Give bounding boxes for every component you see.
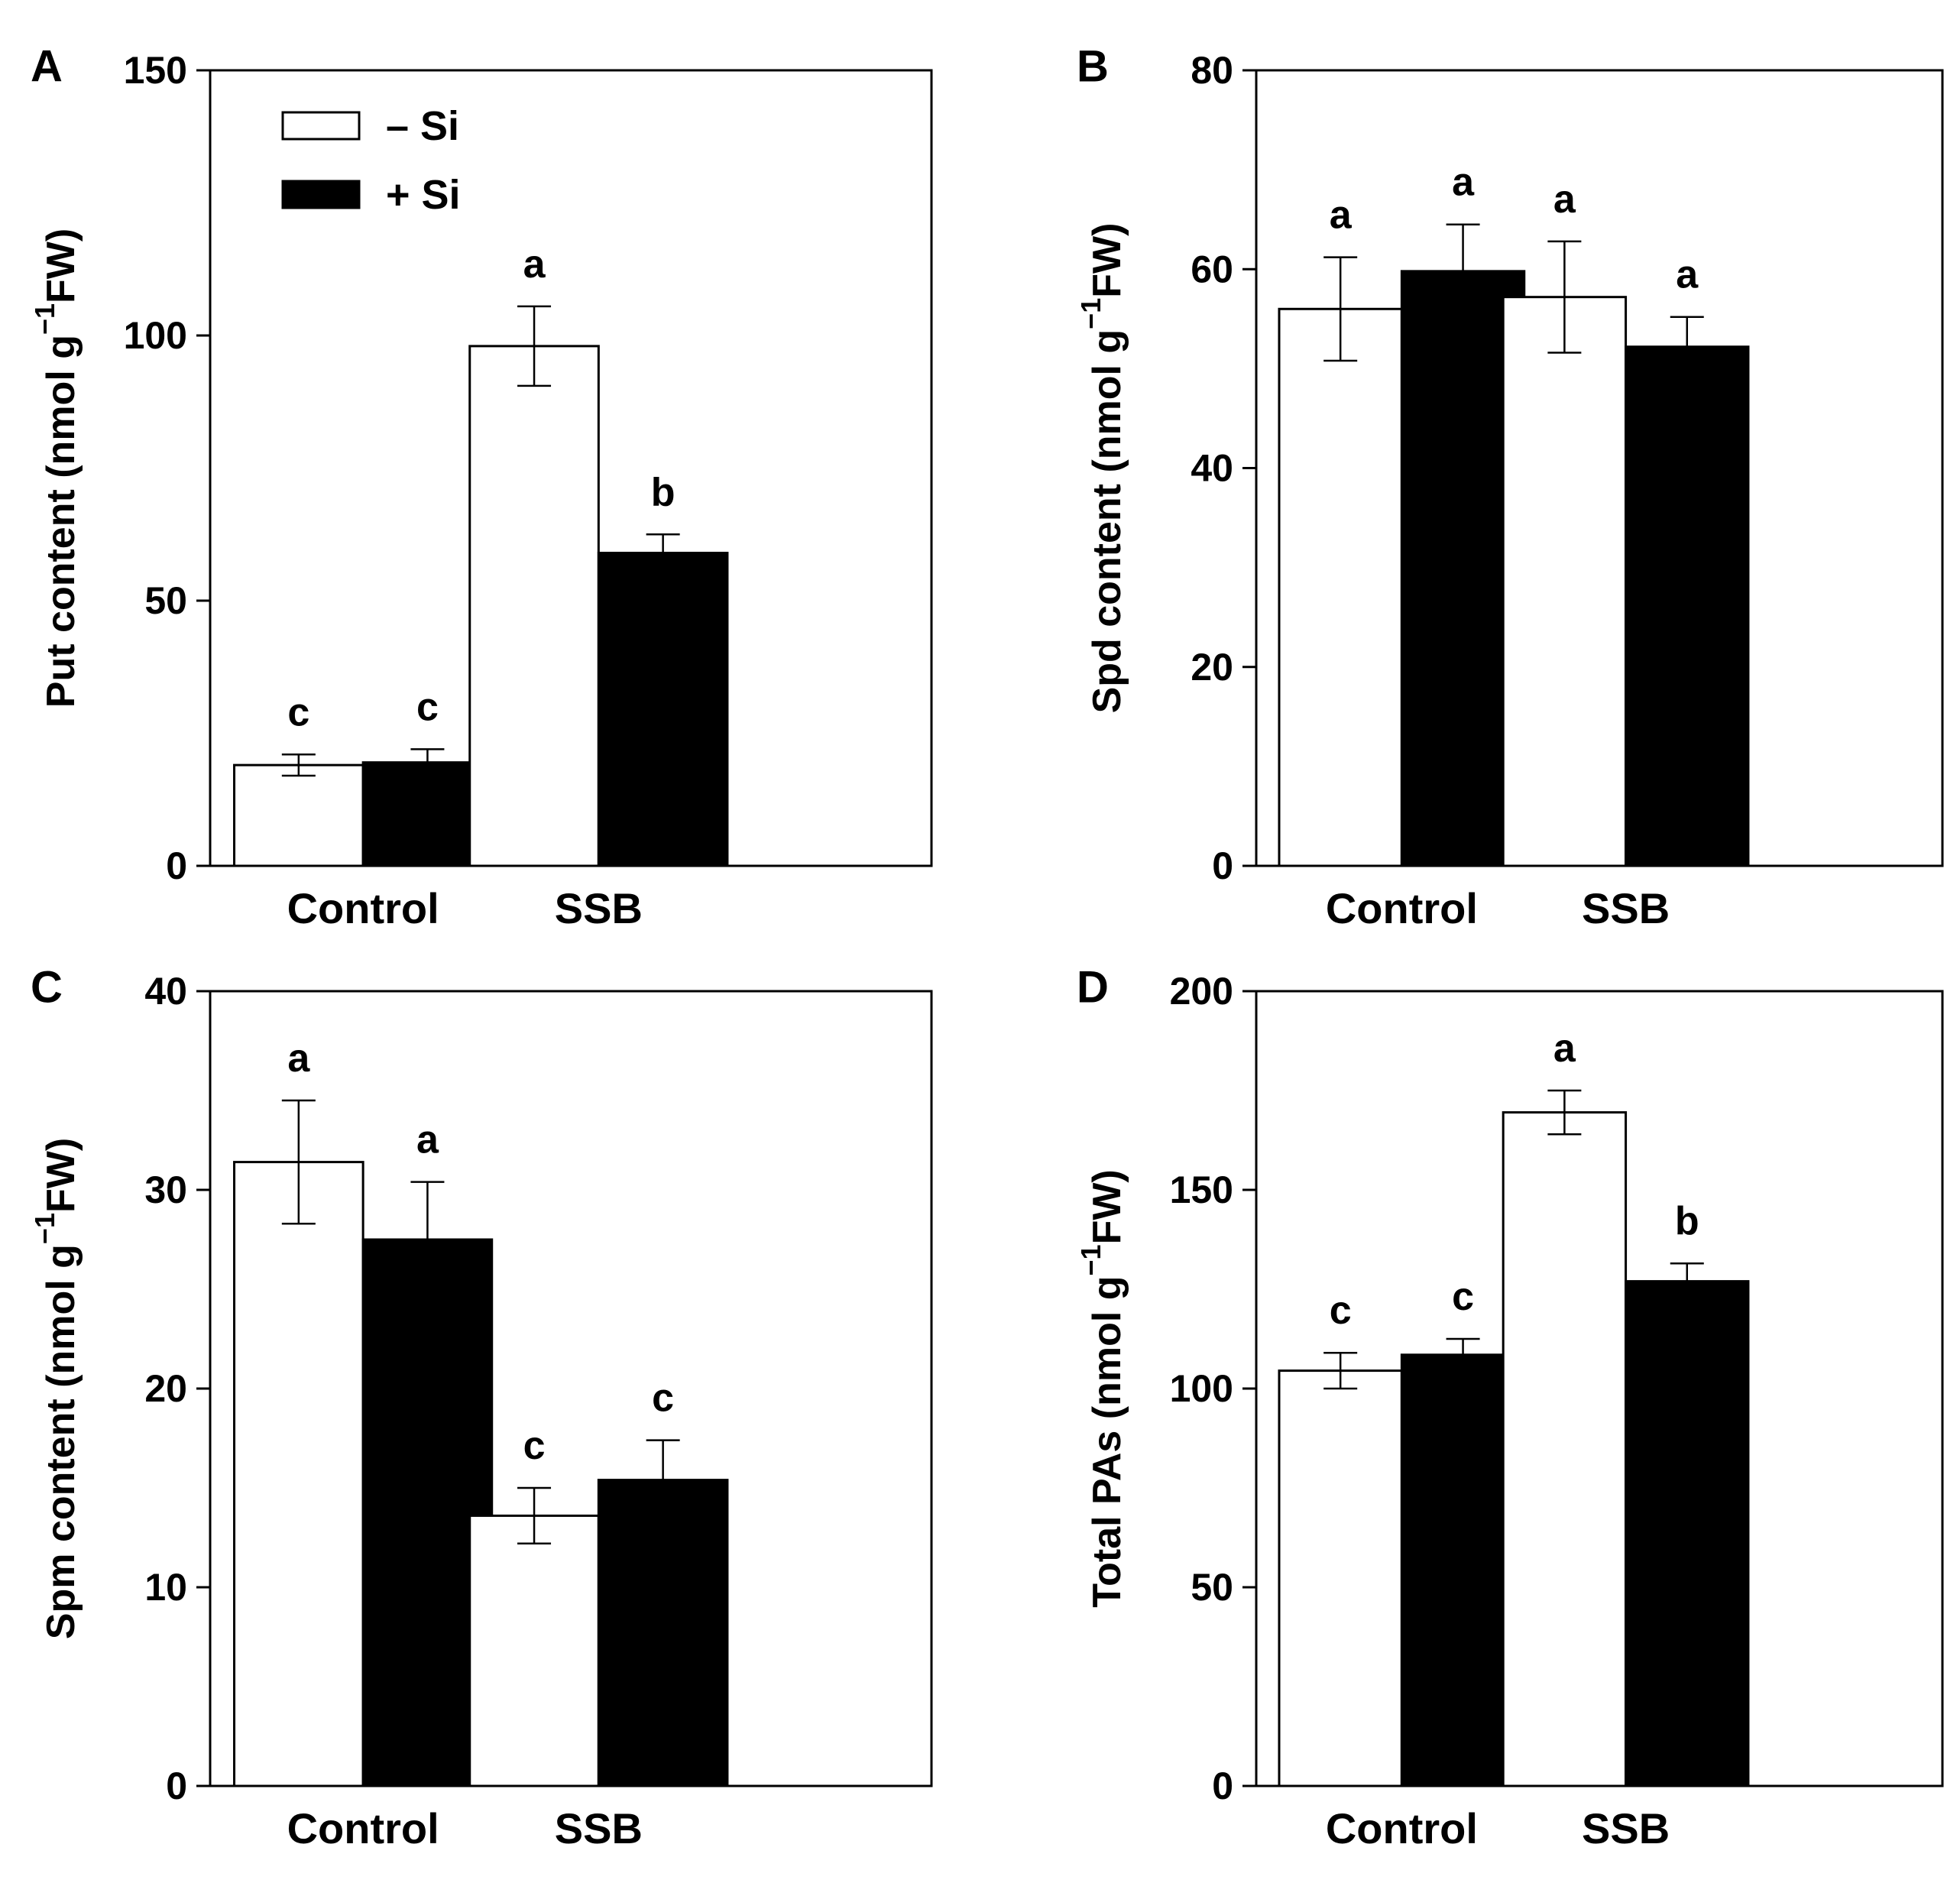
y-axis-label-main: Put content (nmol g	[39, 335, 83, 708]
y-axis-label-main: Total PAs (nmol g	[1085, 1275, 1129, 1607]
y-tick-label: 150	[124, 49, 187, 92]
y-tick-label: 50	[1191, 1566, 1233, 1609]
y-tick-label: 150	[1170, 1168, 1233, 1211]
y-axis-label-superscript: −1	[1075, 1244, 1106, 1275]
significance-letter: c	[523, 1424, 546, 1468]
x-tick-label: SSB	[555, 884, 643, 932]
y-axis-label-superscript: −1	[1075, 298, 1106, 329]
x-tick-label: SSB	[1582, 884, 1670, 932]
panel-letter: A	[31, 42, 63, 92]
bar	[597, 1479, 729, 1787]
y-tick-label: 100	[124, 314, 187, 357]
bar	[1278, 1369, 1403, 1787]
chart-panel-d: D 0 50 100 150 200 Total PAs (nmol g−1FW) c c Con…	[1075, 963, 1944, 1852]
y-tick-label: 10	[144, 1566, 187, 1609]
y-tick-label: 20	[1191, 646, 1233, 689]
y-tick-label: 40	[144, 970, 187, 1013]
legend-label: + Si	[386, 172, 461, 218]
significance-letter: a	[1553, 177, 1576, 222]
y-axis-label-main: Spd content (nmol g	[1085, 329, 1129, 714]
y-axis-label-unit: FW)	[1085, 1169, 1129, 1244]
y-tick-label: 60	[1191, 248, 1233, 290]
significance-letter: c	[416, 685, 439, 729]
y-axis-label-unit: FW)	[1085, 223, 1129, 298]
y-tick-label: 80	[1191, 49, 1233, 92]
y-tick-label: 0	[1212, 1765, 1233, 1807]
y-tick-label: 0	[1212, 844, 1233, 887]
legend-swatch	[281, 180, 361, 209]
y-axis-label-unit: FW)	[39, 1138, 83, 1213]
chart-panel-b: B 0 20 40 60 80 Spd content (nmol g−1FW) a a Cont…	[1075, 42, 1944, 932]
significance-letter: b	[1675, 1199, 1699, 1243]
bar	[468, 345, 600, 867]
significance-letter: a	[1330, 193, 1353, 238]
x-tick-label: SSB	[1582, 1804, 1670, 1852]
y-tick-label: 50	[144, 579, 187, 622]
bar	[597, 552, 729, 867]
significance-letter: c	[652, 1376, 674, 1421]
y-axis-label-superscript: −1	[29, 1213, 60, 1244]
y-axis-label: Put content (nmol g−1FW)	[29, 228, 84, 708]
chart-panel-a: A 0 50 100 150 Put content (nmol g−1FW) c c Cont…	[29, 42, 933, 932]
bar	[1625, 1280, 1750, 1787]
x-tick-label: Control	[1326, 1804, 1478, 1852]
y-axis-label: Spd content (nmol g−1FW)	[1075, 223, 1130, 714]
significance-letter: c	[1330, 1288, 1352, 1333]
bar	[233, 1161, 364, 1787]
x-tick-label: Control	[1326, 884, 1478, 932]
bar	[468, 1514, 600, 1787]
y-axis-label-main: Spm content (nmol g	[39, 1244, 83, 1639]
bar	[1625, 345, 1750, 867]
panel-letter: C	[31, 963, 63, 1013]
x-tick-label: Control	[287, 1804, 439, 1852]
chart-panel-c: C 0 10 20 30 40 Spm content (nmol g−1FW) a a Cont…	[29, 963, 933, 1852]
panel-letter: B	[1077, 42, 1109, 92]
significance-letter: a	[523, 242, 546, 287]
y-axis-label-superscript: −1	[29, 303, 60, 335]
significance-letter: a	[1553, 1026, 1576, 1071]
significance-letter: c	[1452, 1275, 1474, 1319]
x-tick-label: Control	[287, 884, 439, 932]
y-tick-label: 200	[1170, 970, 1233, 1013]
significance-letter: a	[1452, 160, 1475, 205]
bar	[1502, 296, 1628, 867]
x-tick-label: SSB	[555, 1804, 643, 1852]
y-axis-label: Spm content (nmol g−1FW)	[29, 1138, 84, 1639]
y-tick-label: 0	[166, 1765, 187, 1807]
significance-letter: c	[287, 690, 309, 734]
significance-letter: a	[416, 1118, 439, 1162]
significance-letter: a	[1676, 253, 1699, 297]
y-tick-label: 0	[166, 844, 187, 887]
significance-letter: b	[651, 470, 675, 514]
significance-letter: a	[287, 1036, 310, 1081]
y-axis-label: Total PAs (nmol g−1FW)	[1075, 1169, 1130, 1608]
legend-swatch	[281, 111, 361, 141]
bar	[233, 763, 364, 867]
panel-letter: D	[1077, 963, 1109, 1013]
y-tick-label: 100	[1170, 1367, 1233, 1410]
y-tick-label: 20	[144, 1367, 187, 1410]
legend-label: – Si	[386, 103, 459, 149]
legend: – Si + Si	[281, 103, 461, 218]
bar	[1278, 307, 1403, 867]
y-axis-label-unit: FW)	[39, 228, 83, 303]
y-tick-label: 40	[1191, 447, 1233, 490]
bar	[1502, 1111, 1628, 1787]
y-tick-label: 30	[144, 1168, 187, 1211]
